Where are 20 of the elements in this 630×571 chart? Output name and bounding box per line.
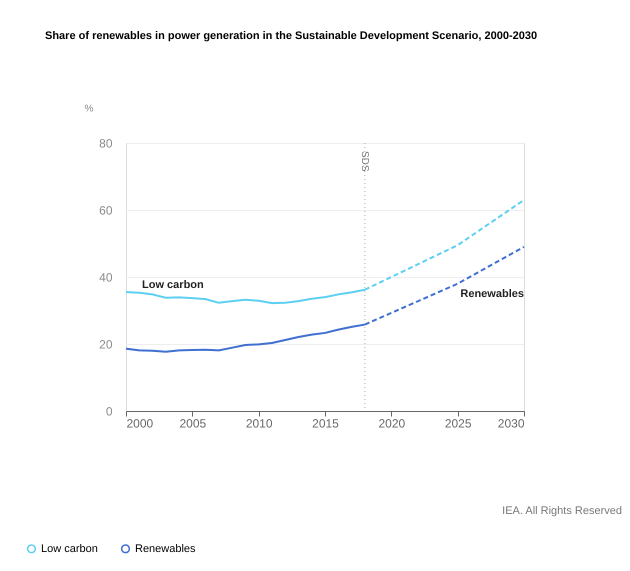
annotation: Renewables [460, 288, 524, 300]
x-tick-label: 2030 [498, 416, 525, 430]
x-tick-label: 2025 [444, 416, 472, 430]
legend-label: Low carbon [41, 542, 98, 555]
legend-label: Renewables [135, 542, 196, 555]
y-axis-title: % [84, 104, 94, 114]
x-tick-label: 2010 [246, 416, 273, 430]
x-tick-label: 2005 [179, 416, 207, 430]
x-tick-label: 2000 [126, 416, 154, 430]
y-tick-label: 0 [106, 404, 113, 418]
y-tick-label: 40 [99, 270, 113, 284]
y-tick-label: 80 [99, 136, 113, 150]
y-tick-label: 20 [99, 338, 113, 352]
x-tick-label: 2015 [312, 416, 340, 430]
annotation: Low carbon [142, 279, 204, 291]
ref-line-label: SDS [358, 151, 370, 172]
y-tick-label: 60 [99, 204, 113, 218]
chart-title: Share of renewables in power generation in the Sustainable Development Scenario, 2000-2030 [45, 30, 538, 42]
x-tick-label: 2020 [378, 416, 406, 430]
text: IEA. All Rights Reserved [502, 505, 622, 517]
